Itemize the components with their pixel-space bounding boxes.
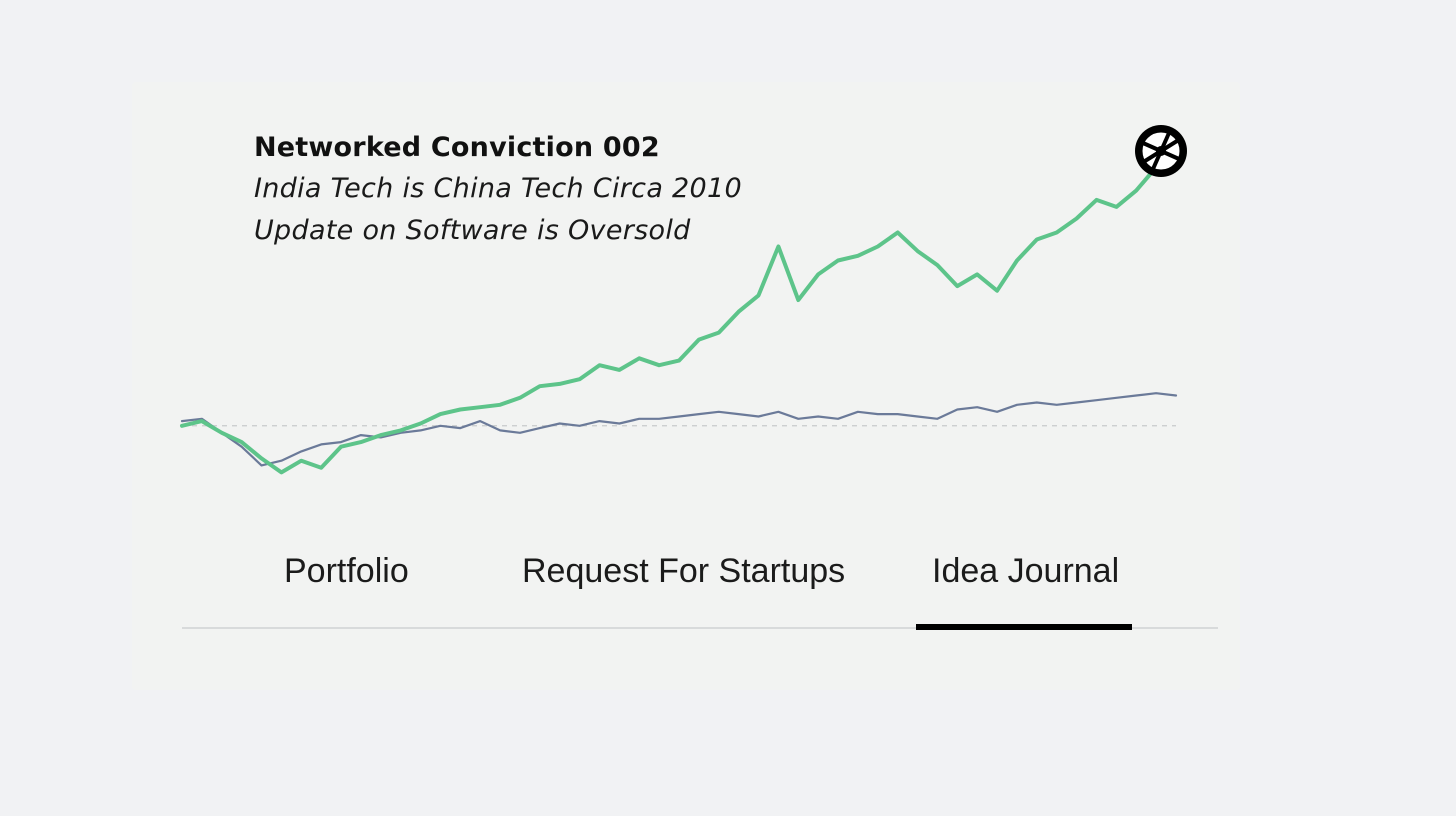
tab-bar: Portfolio Request For Startups Idea Jour… xyxy=(182,540,1218,630)
page-title: Networked Conviction 002 xyxy=(254,132,660,163)
aperture-logo-icon xyxy=(1133,123,1189,179)
card-panel xyxy=(132,82,1240,690)
subtitle-2: Update on Software is Oversold xyxy=(254,215,691,246)
title-block: Networked Conviction 002 India Tech is C… xyxy=(254,128,742,252)
series-line-benchmark xyxy=(180,392,1178,467)
series-line-portfolio xyxy=(180,158,1178,475)
tab-request-for-startups[interactable]: Request For Startups xyxy=(522,552,846,590)
tab-idea-journal[interactable]: Idea Journal xyxy=(932,552,1120,590)
tab-divider xyxy=(182,627,1218,629)
tab-portfolio[interactable]: Portfolio xyxy=(284,552,409,590)
active-tab-indicator xyxy=(916,624,1132,630)
subtitle-1: India Tech is China Tech Circa 2010 xyxy=(254,173,742,204)
